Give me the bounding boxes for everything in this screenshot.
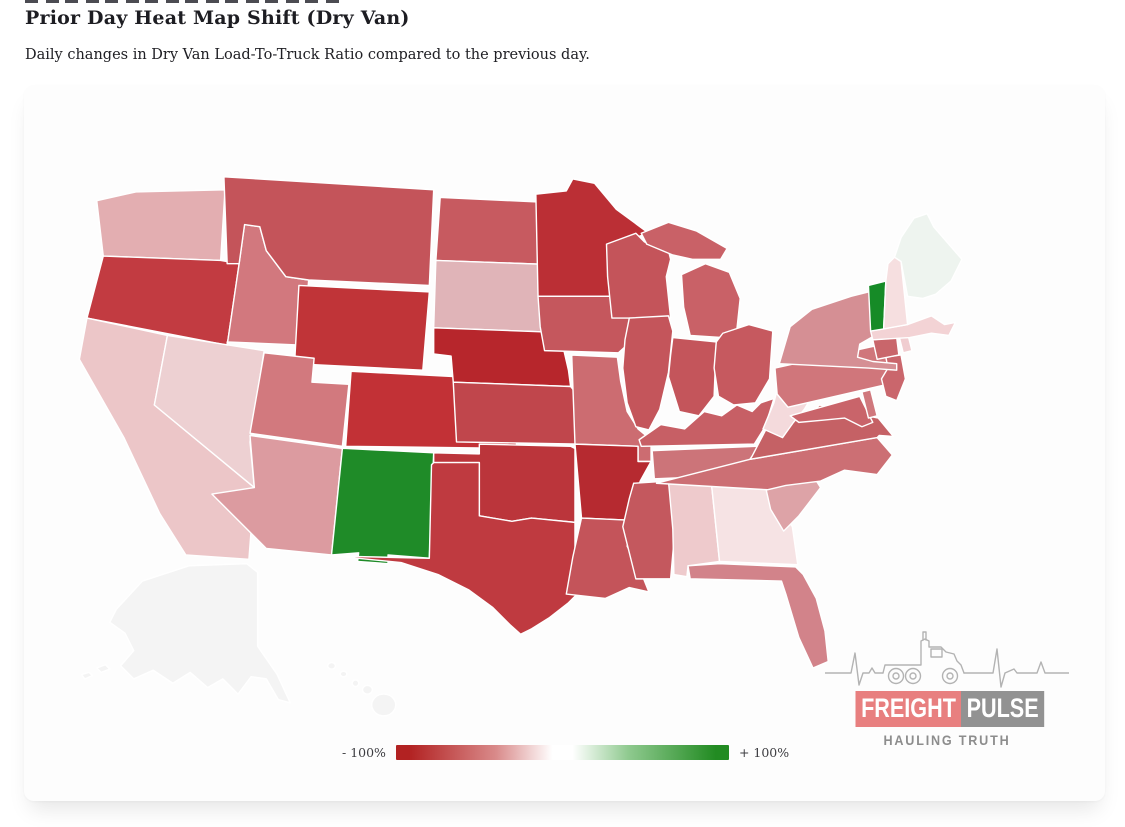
state-WA[interactable]: Washington xyxy=(96,189,226,262)
legend-max-label: + 100% xyxy=(738,745,790,760)
clipped-header-fragment xyxy=(25,0,343,3)
state-KS[interactable]: Kansas xyxy=(452,381,581,445)
us-choropleth-map[interactable]: WashingtonOregonCaliforniaNevadaIdahoMon… xyxy=(64,155,1124,818)
logo-wordmark: FREIGHT PULSE xyxy=(822,691,1072,727)
state-WY[interactable]: Wyoming xyxy=(293,284,431,371)
state-AK[interactable]: Alaska xyxy=(80,562,291,704)
state-OH[interactable]: Ohio xyxy=(713,323,774,406)
state-MA[interactable]: Massachusetts xyxy=(869,315,957,341)
state-UT[interactable]: Utah xyxy=(249,352,350,447)
legend-min-label: - 100% xyxy=(342,745,386,760)
state-WI[interactable]: Wisconsin xyxy=(605,232,672,319)
state-NM[interactable]: New Mexico xyxy=(330,447,435,565)
state-MD[interactable]: Maryland xyxy=(789,395,874,428)
state-CT[interactable]: Connecticut xyxy=(872,336,900,361)
logo-tagline: HAULING TRUTH xyxy=(883,732,1011,748)
state-IN[interactable]: Indiana xyxy=(667,336,717,417)
state-KY[interactable]: Kentucky xyxy=(638,397,775,447)
state-TX[interactable]: Texas xyxy=(335,461,585,636)
color-scale-legend: - 100% + 100% xyxy=(342,745,789,760)
ekg-truck-icon xyxy=(825,631,1069,688)
freightpulse-logo: FREIGHT PULSE HAULING TRUTH xyxy=(822,631,1072,748)
page-title: Prior Day Heat Map Shift (Dry Van) xyxy=(25,7,410,29)
state-DE[interactable]: Delaware xyxy=(861,389,878,419)
state-FL[interactable]: Florida xyxy=(687,562,829,669)
logo-freight-text: FREIGHT xyxy=(855,691,962,727)
logo-pulse-text: PULSE xyxy=(961,691,1045,727)
legend-gradient-bar xyxy=(395,745,729,760)
state-IL[interactable]: Illinois xyxy=(622,315,674,431)
heatmap-card: WashingtonOregonCaliforniaNevadaIdahoMon… xyxy=(24,85,1105,801)
state-HI[interactable]: Hawaii xyxy=(327,661,397,717)
page-subtitle: Daily changes in Dry Van Load-To-Truck R… xyxy=(25,47,590,63)
state-ME[interactable]: Maine xyxy=(893,212,963,300)
state-MT[interactable]: Montana xyxy=(223,176,435,287)
